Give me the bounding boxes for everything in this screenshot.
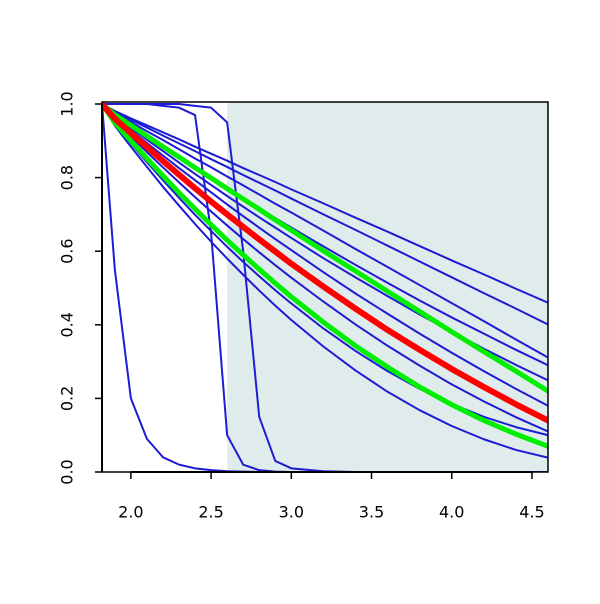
- x-tick-label: 3.5: [359, 503, 384, 522]
- curve: [102, 103, 548, 407]
- curve: [102, 102, 548, 449]
- x-tick-label: 4.5: [519, 503, 544, 522]
- curve: [102, 103, 548, 433]
- y-tick-label: 0.0: [58, 459, 77, 484]
- plot-area: [102, 102, 548, 472]
- curve: [102, 103, 548, 472]
- axes: 0.0 0.2 0.4 0.6 0.8 1.0 2.0 2.5 3.0 3.5 4.0 4.5: [58, 91, 549, 522]
- highlight-band: [227, 102, 548, 472]
- y-tick-label: 0.8: [58, 165, 77, 190]
- curve: [102, 103, 548, 472]
- curve: [102, 103, 548, 304]
- y-tick-label: 0.6: [58, 238, 77, 263]
- x-tick-label: 2.5: [198, 503, 223, 522]
- y-tick-label: 0.4: [58, 312, 77, 337]
- curve: [102, 103, 548, 326]
- curve: [102, 103, 548, 459]
- curve: [102, 102, 548, 424]
- x-tick-label: 4.0: [439, 503, 464, 522]
- curve: [102, 102, 548, 394]
- y-tick-label: 1.0: [58, 91, 77, 116]
- curve: [102, 103, 548, 359]
- x-tick-label: 3.0: [279, 503, 304, 522]
- x-tick-label: 2.0: [118, 503, 143, 522]
- y-tick-label: 0.2: [58, 386, 77, 411]
